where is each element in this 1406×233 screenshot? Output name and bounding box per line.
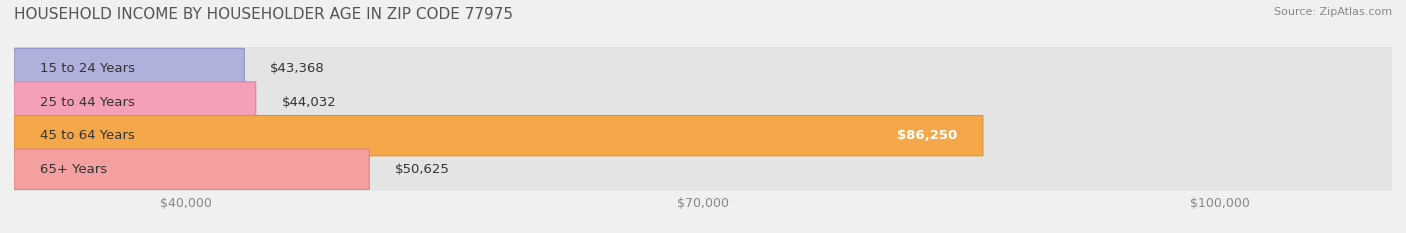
Text: $43,368: $43,368 [270,62,325,75]
Text: Source: ZipAtlas.com: Source: ZipAtlas.com [1274,7,1392,17]
Text: $44,032: $44,032 [281,96,336,109]
FancyBboxPatch shape [14,116,983,156]
FancyBboxPatch shape [14,149,370,189]
FancyBboxPatch shape [14,48,245,89]
Text: $86,250: $86,250 [897,129,957,142]
Text: 65+ Years: 65+ Years [39,163,107,176]
FancyBboxPatch shape [14,110,1392,161]
Text: HOUSEHOLD INCOME BY HOUSEHOLDER AGE IN ZIP CODE 77975: HOUSEHOLD INCOME BY HOUSEHOLDER AGE IN Z… [14,7,513,22]
Text: 15 to 24 Years: 15 to 24 Years [39,62,135,75]
FancyBboxPatch shape [14,82,256,122]
FancyBboxPatch shape [14,76,1392,127]
Text: 45 to 64 Years: 45 to 64 Years [39,129,135,142]
FancyBboxPatch shape [14,144,1392,195]
Text: $50,625: $50,625 [395,163,450,176]
FancyBboxPatch shape [14,43,1392,94]
Text: 25 to 44 Years: 25 to 44 Years [39,96,135,109]
